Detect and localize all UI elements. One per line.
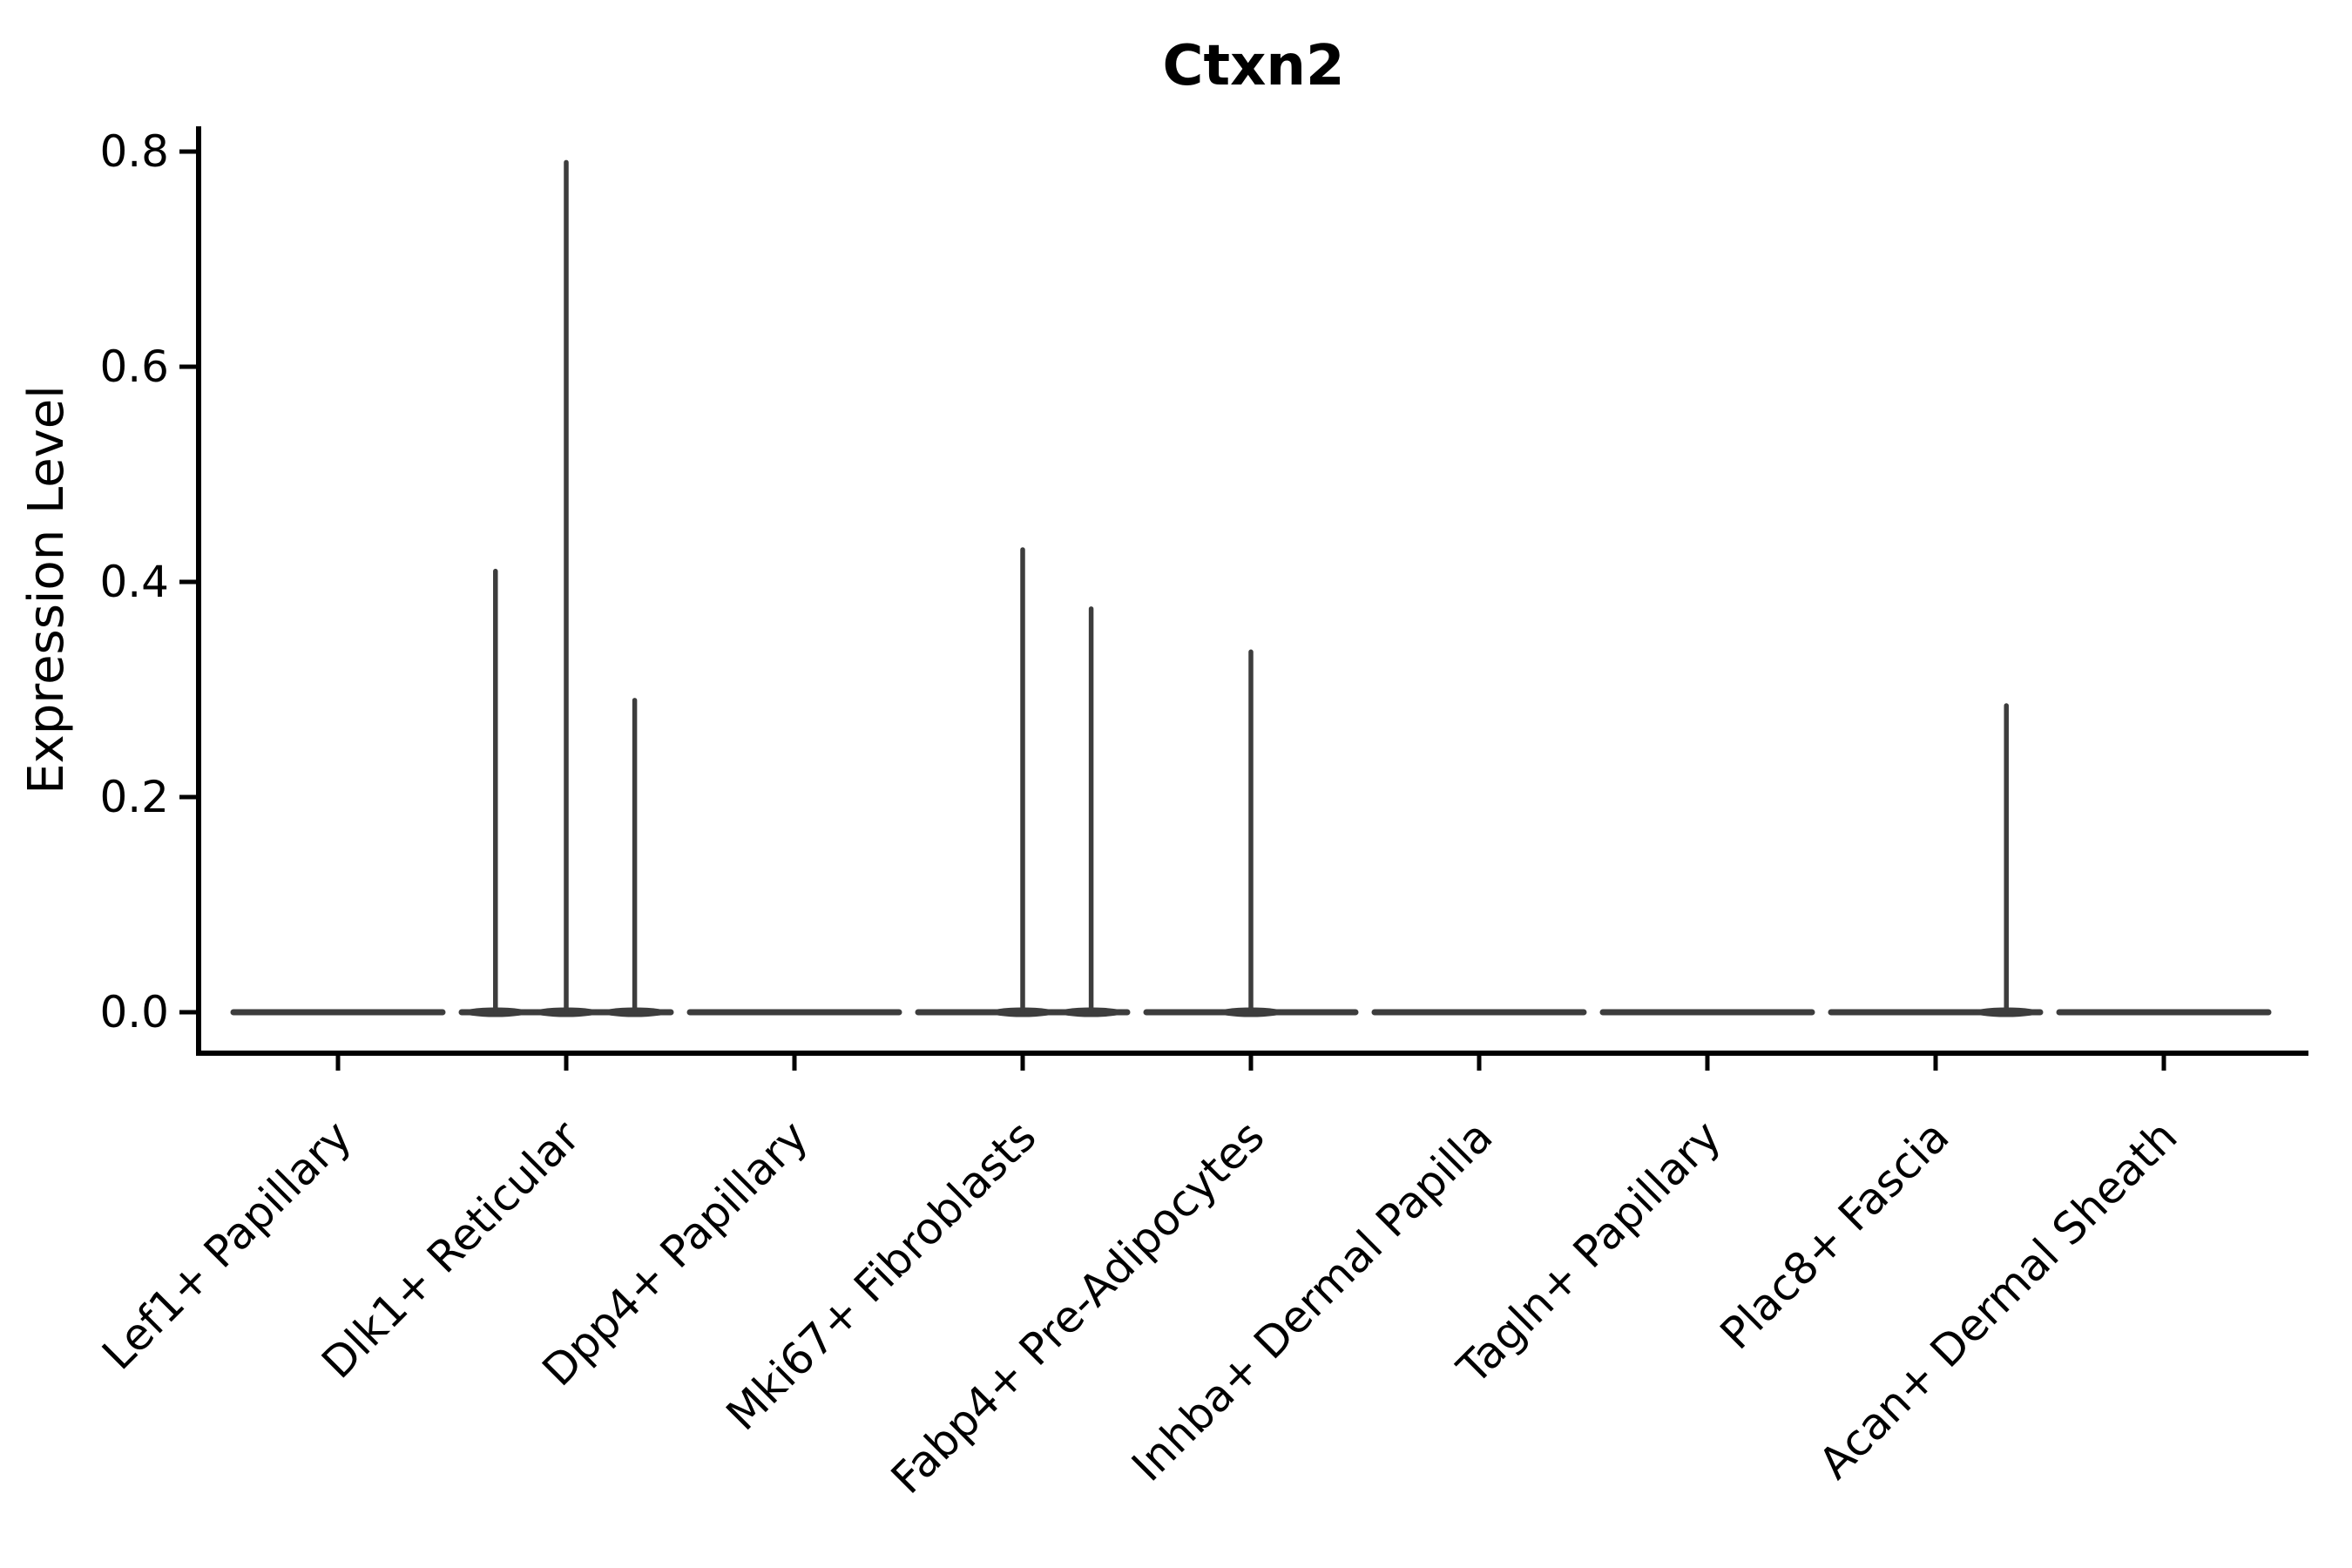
x-tick-label: Inhba+ Dermal Papilla [1122, 1111, 1502, 1490]
y-tick-label: 0.4 [99, 557, 169, 607]
y-tick-label: 0.8 [99, 126, 169, 177]
violin [1143, 649, 1359, 1017]
chart-title: Ctxn2 [1163, 34, 1345, 98]
violin [1828, 703, 2044, 1017]
violins-layer [230, 159, 2272, 1017]
x-tick-label: Fabp4+ Pre-Adipocytes [882, 1111, 1274, 1504]
x-tick-label: Lef1+ Papillary [92, 1111, 361, 1379]
x-tick-label: Plac8+ Fascia [1711, 1111, 1959, 1359]
y-tick-label: 0.2 [99, 772, 169, 822]
violin [458, 159, 674, 1017]
y-tick-label: 0.0 [99, 987, 169, 1037]
violin [915, 547, 1131, 1017]
y-tick-label: 0.6 [99, 341, 169, 392]
y-axis-label: Expression Level [18, 385, 75, 794]
